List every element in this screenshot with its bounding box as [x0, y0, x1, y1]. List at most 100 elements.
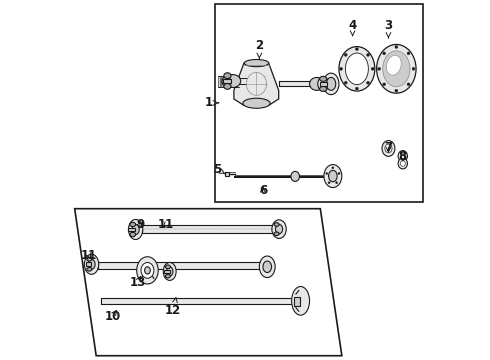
Ellipse shape	[130, 232, 136, 237]
Text: 10: 10	[104, 310, 121, 323]
Ellipse shape	[87, 257, 92, 261]
Bar	[224, 172, 229, 176]
Bar	[235, 76, 238, 87]
Bar	[232, 76, 235, 87]
Ellipse shape	[166, 265, 171, 269]
Polygon shape	[74, 209, 342, 356]
Ellipse shape	[319, 86, 327, 91]
Ellipse shape	[371, 67, 374, 70]
Ellipse shape	[407, 52, 410, 55]
Bar	[230, 76, 232, 87]
Ellipse shape	[336, 182, 338, 184]
Ellipse shape	[263, 261, 271, 273]
Bar	[164, 270, 170, 273]
Bar	[86, 262, 91, 266]
Ellipse shape	[395, 45, 398, 48]
Polygon shape	[142, 225, 274, 233]
Ellipse shape	[340, 67, 343, 70]
Text: 13: 13	[129, 276, 146, 289]
Ellipse shape	[407, 83, 410, 86]
Text: 9: 9	[136, 218, 145, 231]
Ellipse shape	[395, 89, 398, 92]
Ellipse shape	[324, 165, 342, 188]
Ellipse shape	[318, 77, 329, 91]
Ellipse shape	[383, 52, 386, 55]
Bar	[223, 79, 231, 83]
Ellipse shape	[163, 262, 176, 280]
Text: 12: 12	[165, 298, 181, 318]
Ellipse shape	[259, 256, 275, 278]
Ellipse shape	[224, 84, 231, 89]
Ellipse shape	[332, 167, 334, 169]
Ellipse shape	[222, 76, 231, 87]
Ellipse shape	[355, 87, 358, 90]
Text: 1: 1	[205, 96, 219, 109]
Ellipse shape	[128, 220, 143, 239]
Text: 6: 6	[259, 184, 267, 197]
Ellipse shape	[292, 287, 310, 315]
Ellipse shape	[326, 77, 336, 90]
Ellipse shape	[383, 83, 386, 86]
Ellipse shape	[88, 259, 95, 269]
Bar	[221, 76, 223, 87]
Ellipse shape	[246, 72, 267, 95]
Ellipse shape	[382, 140, 395, 156]
Polygon shape	[234, 78, 256, 84]
Ellipse shape	[291, 171, 299, 181]
Ellipse shape	[387, 55, 401, 75]
Ellipse shape	[224, 73, 231, 78]
Ellipse shape	[326, 172, 328, 175]
Ellipse shape	[367, 81, 369, 84]
Ellipse shape	[274, 223, 279, 226]
Ellipse shape	[137, 257, 158, 284]
Ellipse shape	[245, 59, 269, 67]
Ellipse shape	[339, 46, 375, 91]
Bar	[128, 228, 135, 231]
Bar	[319, 82, 327, 86]
Text: 11: 11	[157, 218, 173, 231]
Text: 2: 2	[255, 39, 264, 58]
Polygon shape	[279, 81, 317, 86]
Text: 5: 5	[213, 163, 224, 176]
Ellipse shape	[84, 254, 98, 274]
Ellipse shape	[132, 225, 139, 234]
Ellipse shape	[130, 222, 136, 226]
Ellipse shape	[398, 158, 408, 169]
Ellipse shape	[412, 67, 415, 70]
Ellipse shape	[400, 161, 405, 166]
Bar	[218, 76, 220, 87]
Ellipse shape	[166, 274, 171, 278]
Ellipse shape	[145, 267, 150, 274]
Text: 8: 8	[399, 150, 407, 163]
Polygon shape	[98, 262, 263, 269]
Text: 4: 4	[348, 19, 357, 36]
Ellipse shape	[355, 48, 358, 50]
Ellipse shape	[323, 73, 339, 95]
Text: 7: 7	[384, 141, 392, 154]
Ellipse shape	[377, 44, 416, 93]
Ellipse shape	[344, 81, 347, 84]
Ellipse shape	[225, 75, 241, 87]
Ellipse shape	[275, 225, 283, 234]
Bar	[215, 4, 422, 202]
Ellipse shape	[338, 172, 340, 175]
Ellipse shape	[385, 144, 392, 153]
Ellipse shape	[319, 76, 327, 81]
Ellipse shape	[345, 53, 368, 85]
Polygon shape	[234, 63, 279, 105]
Ellipse shape	[367, 53, 369, 56]
Ellipse shape	[272, 220, 286, 238]
Ellipse shape	[167, 267, 173, 276]
Text: 3: 3	[384, 19, 392, 38]
Ellipse shape	[383, 51, 410, 87]
Ellipse shape	[141, 262, 154, 278]
Text: 11: 11	[81, 249, 97, 262]
Ellipse shape	[243, 98, 270, 108]
Ellipse shape	[398, 150, 408, 161]
Bar	[294, 297, 299, 306]
Ellipse shape	[87, 267, 92, 271]
Ellipse shape	[329, 170, 337, 182]
Ellipse shape	[310, 77, 324, 90]
Ellipse shape	[328, 182, 330, 184]
Bar	[227, 76, 229, 87]
